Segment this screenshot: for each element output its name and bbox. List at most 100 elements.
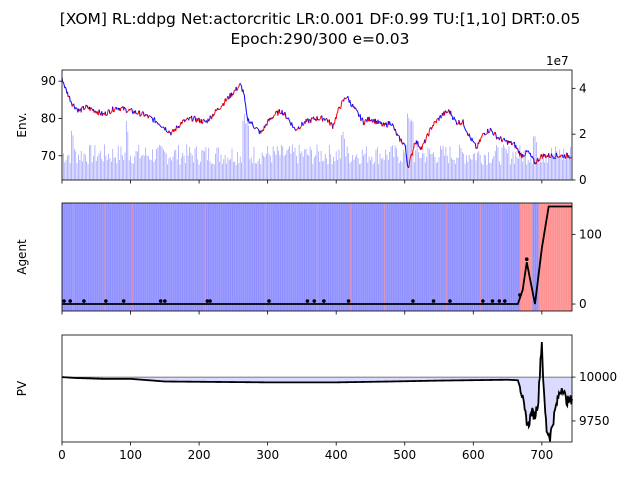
- action-band: [160, 203, 162, 311]
- action-band: [309, 203, 311, 311]
- price-segment: [463, 127, 466, 129]
- action-band: [247, 203, 249, 311]
- action-band: [99, 203, 101, 311]
- action-band: [467, 203, 469, 311]
- trade-marker: [68, 299, 73, 303]
- action-band: [314, 203, 316, 311]
- action-band: [437, 203, 439, 311]
- action-band: [108, 203, 110, 311]
- action-band: [508, 203, 510, 311]
- price-segment: [110, 110, 113, 113]
- action-band: [372, 203, 374, 311]
- action-band: [233, 203, 235, 311]
- action-band: [472, 203, 474, 311]
- price-segment: [466, 131, 468, 133]
- action-band: [530, 203, 532, 311]
- action-band: [373, 203, 375, 311]
- action-band: [251, 203, 253, 311]
- action-band: [487, 203, 489, 311]
- price-segment: [215, 109, 218, 112]
- y2-tick-label: 2: [579, 127, 587, 141]
- action-band: [255, 203, 257, 311]
- action-band: [349, 203, 351, 311]
- action-band: [557, 203, 559, 311]
- action-band: [149, 203, 151, 311]
- action-band: [186, 203, 188, 311]
- action-band: [245, 203, 247, 311]
- action-band: [121, 203, 123, 311]
- action-band: [555, 203, 557, 311]
- price-segment: [306, 118, 308, 122]
- action-band: [114, 203, 116, 311]
- action-band: [337, 203, 339, 311]
- action-band: [475, 203, 477, 311]
- action-band: [504, 203, 506, 311]
- action-band: [501, 203, 503, 311]
- action-band: [203, 203, 205, 311]
- price-segment: [289, 120, 291, 124]
- action-band: [223, 203, 225, 311]
- action-band: [459, 203, 461, 311]
- price-segment: [189, 116, 191, 119]
- action-band: [116, 203, 118, 311]
- action-band: [326, 203, 328, 311]
- action-band: [550, 203, 552, 311]
- action-band: [158, 203, 160, 311]
- volume-bars: [61, 113, 572, 180]
- action-band: [276, 203, 278, 311]
- action-band: [305, 203, 307, 311]
- action-band: [521, 203, 523, 311]
- action-band: [386, 203, 388, 311]
- action-band: [146, 203, 148, 311]
- action-band: [552, 203, 554, 311]
- y2-offset-label: 1e7: [546, 54, 569, 68]
- action-band: [282, 203, 284, 311]
- price-segment: [444, 110, 446, 116]
- action-band: [538, 203, 540, 311]
- action-band: [528, 203, 530, 311]
- action-band: [188, 203, 190, 311]
- action-band: [116, 203, 118, 311]
- action-band: [113, 203, 115, 311]
- price-segment: [557, 156, 559, 158]
- price-segment: [129, 109, 131, 111]
- action-band: [373, 203, 375, 311]
- action-band: [499, 203, 501, 311]
- price-segment: [358, 115, 360, 118]
- price-segment: [244, 101, 247, 106]
- action-band: [331, 203, 333, 311]
- action-band: [275, 203, 277, 311]
- price-segment: [474, 143, 477, 149]
- action-band: [181, 203, 183, 311]
- action-band: [526, 203, 528, 311]
- action-band: [569, 203, 571, 311]
- action-band: [544, 203, 546, 311]
- price-segment: [150, 116, 153, 119]
- action-band: [125, 203, 127, 311]
- y-axis-label: Env.: [15, 112, 29, 137]
- action-band: [103, 203, 105, 311]
- price-segment: [322, 118, 324, 122]
- price-segment: [226, 97, 228, 101]
- action-band: [568, 203, 570, 311]
- action-band: [234, 203, 236, 311]
- action-band: [473, 203, 475, 311]
- price-segment: [569, 157, 572, 159]
- action-band: [461, 203, 463, 311]
- price-segment: [192, 117, 195, 122]
- price-segment: [223, 103, 225, 106]
- price-segment: [272, 115, 275, 119]
- action-band: [509, 203, 511, 311]
- action-band: [513, 203, 515, 311]
- action-band: [362, 203, 364, 311]
- action-band: [325, 203, 327, 311]
- action-band: [132, 203, 134, 311]
- action-band: [336, 203, 338, 311]
- trade-marker: [411, 299, 415, 303]
- chart-title: [XOM] RL:ddpg Net:actorcritic LR:0.001 D…: [60, 10, 581, 28]
- price-segment: [123, 106, 126, 109]
- price-segment: [238, 83, 241, 88]
- action-band: [102, 203, 104, 311]
- action-band: [66, 203, 68, 311]
- action-band: [64, 203, 66, 311]
